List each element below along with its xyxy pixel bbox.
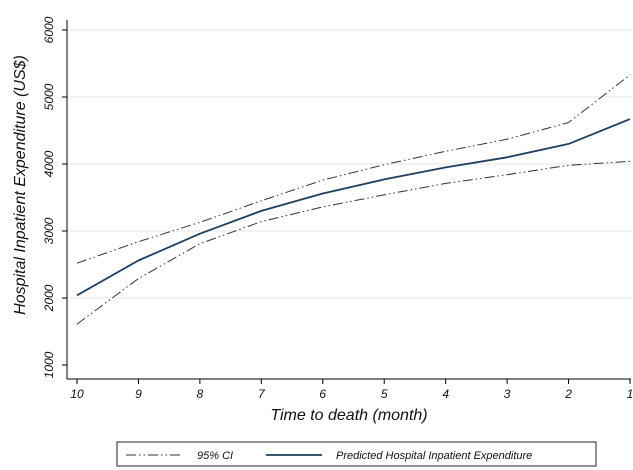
x-tick-label: 4 (442, 387, 449, 401)
x-tick-label: 3 (504, 387, 511, 401)
legend-label-ci: 95% CI (197, 450, 233, 462)
legend: 95% CI Predicted Hospital Inpatient Expe… (117, 442, 596, 466)
y-tick-label: 4000 (42, 150, 56, 177)
x-tick-label: 5 (381, 387, 388, 401)
series-line-predicted (77, 119, 630, 295)
legend-label-predicted: Predicted Hospital Inpatient Expenditure (336, 450, 532, 462)
x-tick-label: 9 (135, 387, 142, 401)
x-tick-label: 10 (70, 387, 84, 401)
y-tick-label: 2000 (42, 284, 56, 312)
axes (67, 20, 631, 379)
x-axis-title: Time to death (month) (270, 407, 427, 424)
grid-lines (67, 30, 631, 298)
y-tick-label: 6000 (42, 16, 56, 43)
y-tick-label: 1000 (42, 351, 56, 378)
x-tick-label: 1 (627, 387, 633, 401)
x-tick-label: 6 (319, 387, 326, 401)
y-ticks: 1000 2000 3000 4000 5000 6000 (42, 16, 67, 378)
series-layer (77, 75, 630, 324)
series-line-ci-upper (77, 75, 630, 263)
x-ticks: 10 9 8 7 6 5 4 3 2 1 (70, 379, 633, 401)
x-tick-label: 8 (197, 387, 204, 401)
y-tick-label: 5000 (42, 83, 56, 110)
x-tick-label: 2 (564, 387, 572, 401)
x-tick-label: 7 (258, 387, 266, 401)
y-tick-label: 3000 (42, 217, 56, 244)
y-axis-title: Hospital Inpatient Expenditure (US$) (12, 55, 29, 315)
